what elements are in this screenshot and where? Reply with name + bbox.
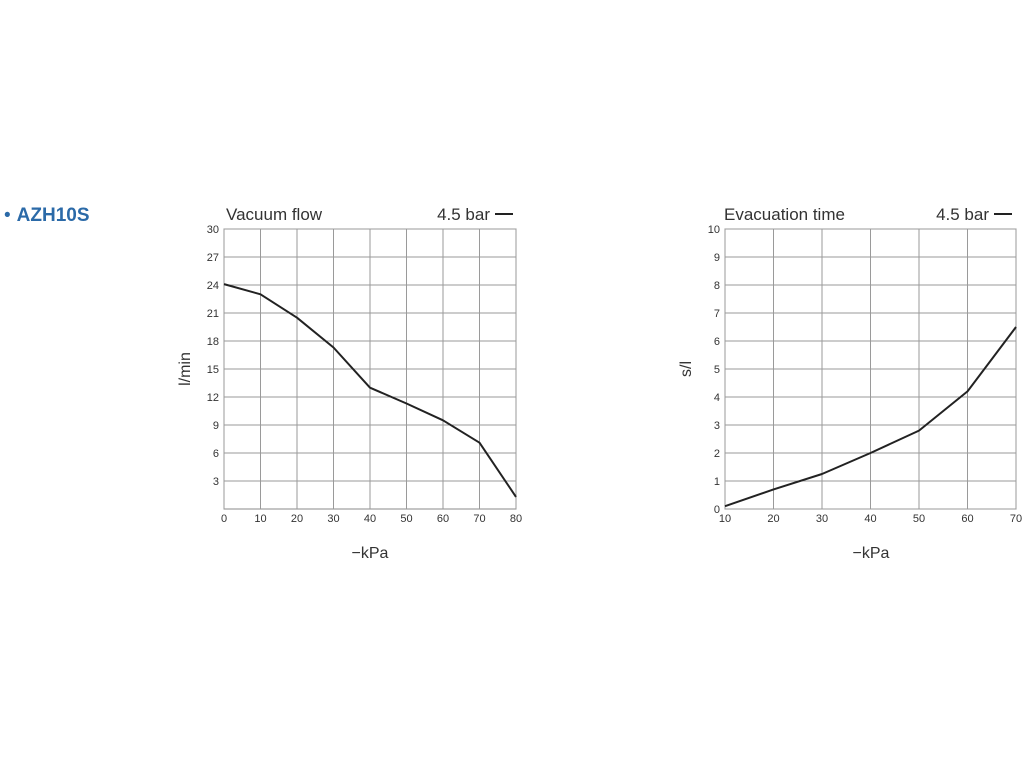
- chart-2-series: [724, 326, 1017, 508]
- chart-1-y-tick-label: 27: [207, 252, 219, 264]
- chart-1-y-tick-label: 3: [213, 476, 219, 488]
- chart-1-y-tick-label: 24: [207, 280, 219, 292]
- chart-2-x-tick-label: 70: [1010, 513, 1022, 525]
- chart-2-y-tick-label: 1: [714, 476, 720, 488]
- chart-2-x-tick-label: 40: [864, 513, 876, 525]
- chart-1-x-tick-label: 20: [291, 513, 303, 525]
- chart-1-y-tick-label: 15: [207, 364, 219, 376]
- chart-2-series-line: [724, 326, 1017, 508]
- chart-2-ylabel: s/l: [678, 361, 695, 377]
- chart-1-y-tick-label: 18: [207, 336, 219, 348]
- chart-2-y-tick-label: 0: [714, 504, 720, 516]
- chart-1-ylabel: l/min: [177, 352, 194, 386]
- chart-2-xlabel: −kPa: [853, 545, 890, 562]
- chart-2-legend-label: 4.5 bar: [936, 205, 989, 224]
- chart-1-y-tick-label: 30: [207, 224, 219, 236]
- chart-1-x-tick-label: 10: [254, 513, 266, 525]
- chart-1-y-tick-label: 12: [207, 392, 219, 404]
- chart-1-y-tick-label: 6: [213, 448, 219, 460]
- chart-1-x-tick-label: 0: [221, 513, 227, 525]
- product-label: • AZH10S: [4, 205, 90, 227]
- chart-1-x-tick-label: 80: [510, 513, 522, 525]
- chart-2-y-tick-label: 3: [714, 420, 720, 432]
- chart-2-y-tick-label: 8: [714, 280, 720, 292]
- chart-1-series: [223, 283, 517, 498]
- chart-2-y-tick-label: 5: [714, 364, 720, 376]
- chart-2-y-tick-label: 6: [714, 336, 720, 348]
- chart-2-y-tick-label: 7: [714, 308, 720, 320]
- chart-2-title: Evacuation time: [724, 205, 845, 224]
- chart-2-grid: [724, 228, 1017, 510]
- chart-2-y-tick-label: 2: [714, 448, 720, 460]
- chart-1-x-tick-label: 60: [437, 513, 449, 525]
- chart-2-x-tick-label: 50: [913, 513, 925, 525]
- chart-2-y-tick-label: 4: [714, 392, 720, 404]
- bullet: •: [4, 205, 11, 226]
- chart-2-y-tick-label: 9: [714, 252, 720, 264]
- chart-2-x-tick-label: 10: [719, 513, 731, 525]
- chart-1-xlabel: −kPa: [352, 545, 389, 562]
- chart-1-grid: [223, 228, 517, 510]
- chart-1-x-tick-label: 40: [364, 513, 376, 525]
- chart-1-y-tick-label: 9: [213, 420, 219, 432]
- chart-2-x-tick-label: 60: [961, 513, 973, 525]
- chart-1-ticks: 0 10 20 30 40 50 60 70 80 3 6 9 12 15 18 21 24 27 30: [207, 224, 522, 525]
- chart-1-legend-label: 4.5 bar: [437, 205, 490, 224]
- chart-2-ticks: 10 20 30 40 50 60 70 0 1 2 3 4 5 6 7 8 9 10: [708, 224, 1022, 525]
- chart-1-y-tick-label: 21: [207, 308, 219, 320]
- chart-2-x-tick-label: 30: [816, 513, 828, 525]
- chart-1-x-tick-label: 50: [400, 513, 412, 525]
- product-name: AZH10S: [16, 205, 90, 226]
- chart-1-series-line: [223, 283, 517, 498]
- chart-2-y-tick-label: 10: [708, 224, 720, 236]
- chart-1-x-tick-label: 70: [473, 513, 485, 525]
- chart-1-x-tick-label: 30: [327, 513, 339, 525]
- chart-2-x-tick-label: 20: [767, 513, 779, 525]
- chart-1-title: Vacuum flow: [226, 205, 323, 224]
